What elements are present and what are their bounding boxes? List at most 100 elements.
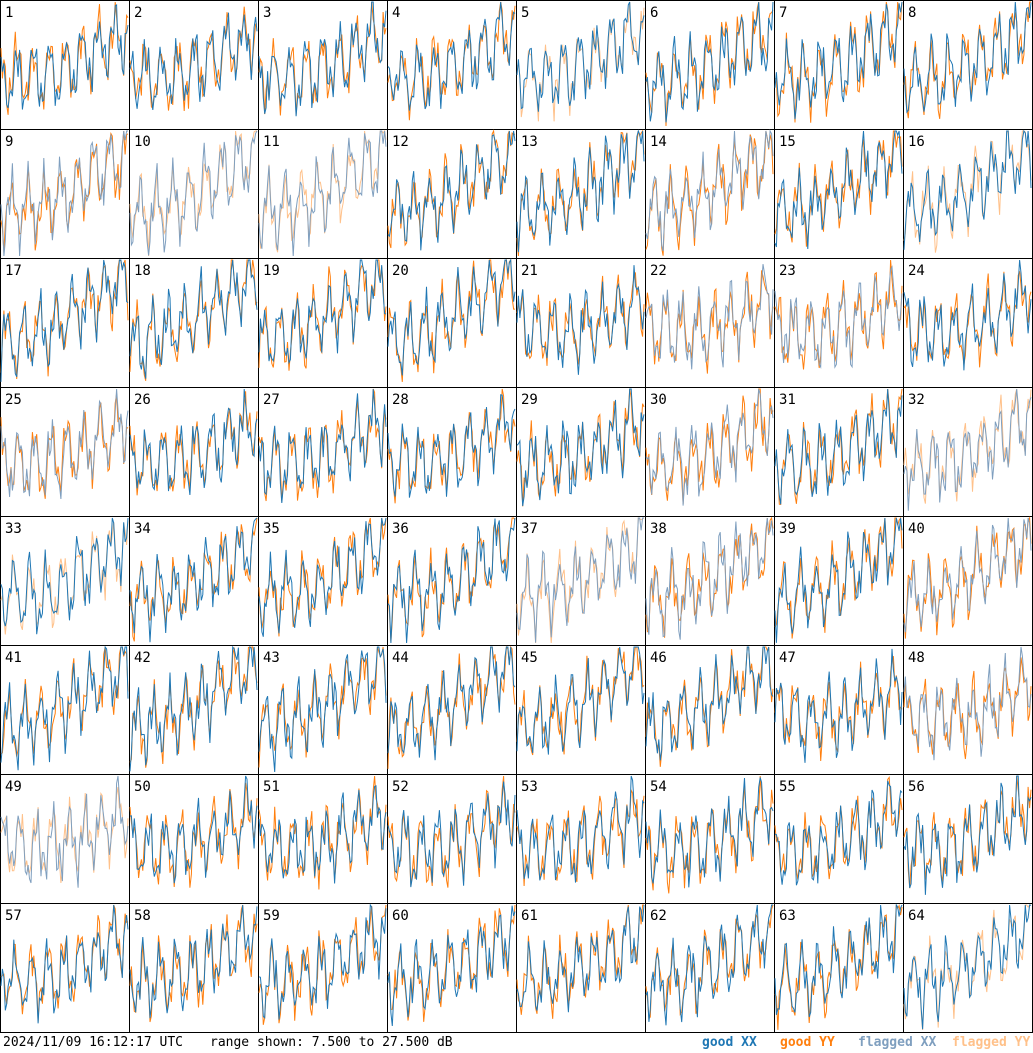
- trace-yy-31: [774, 388, 903, 505]
- panel-label: 33: [5, 521, 22, 537]
- trace-xx-22: [645, 264, 774, 370]
- trace-xx-3: [258, 1, 387, 117]
- trace-xx-38: [645, 517, 774, 640]
- panel-label: 49: [5, 779, 22, 795]
- panel-label: 42: [134, 650, 151, 666]
- panel-label: 29: [521, 392, 538, 408]
- panel-46: 46: [645, 645, 775, 775]
- panel-20: 20: [387, 258, 517, 388]
- panel-label: 45: [521, 650, 538, 666]
- trace-xx-58: [129, 904, 258, 1019]
- trace-xx-46: [645, 646, 774, 761]
- trace-xx-37: [516, 517, 644, 643]
- trace-yy-62: [645, 904, 774, 1020]
- panel-label: 8: [908, 5, 916, 21]
- trace-xx-36: [387, 517, 516, 644]
- trace-xx-32: [903, 388, 1032, 511]
- trace-xx-20: [387, 258, 516, 376]
- panel-45: 45: [516, 645, 646, 775]
- trace-yy-8: [903, 1, 1031, 119]
- trace-xx-55: [774, 780, 903, 886]
- panel-26: 26: [129, 387, 259, 517]
- panel-37: 37: [516, 516, 646, 646]
- trace-yy-16: [903, 129, 1032, 253]
- panel-frame: [258, 0, 388, 130]
- trace-xx-35: [258, 517, 387, 637]
- trace-xx-61: [516, 904, 645, 1013]
- panel-36: 36: [387, 516, 517, 646]
- trace-xx-8: [903, 1, 1032, 114]
- panel-label: 10: [134, 134, 151, 150]
- panel-label: 46: [650, 650, 667, 666]
- trace-xx-44: [387, 646, 516, 761]
- panel-label: 38: [650, 521, 667, 537]
- panel-label: 52: [392, 779, 409, 795]
- panel-25: 25: [0, 387, 130, 517]
- panel-label: 57: [5, 908, 22, 924]
- panel-frame: [0, 0, 130, 130]
- panel-label: 22: [650, 263, 667, 279]
- panel-label: 43: [263, 650, 280, 666]
- panel-label: 5: [521, 5, 529, 21]
- trace-xx-4: [387, 1, 516, 111]
- trace-xx-53: [516, 775, 645, 883]
- panel-label: 40: [908, 521, 925, 537]
- trace-yy-29: [516, 388, 645, 507]
- panel-28: 28: [387, 387, 517, 517]
- trace-xx-5: [516, 1, 645, 112]
- panel-54: 54: [645, 774, 775, 904]
- panel-8: 8: [903, 0, 1033, 130]
- panel-64: 64: [903, 903, 1033, 1033]
- panel-label: 53: [521, 779, 538, 795]
- trace-xx-42: [129, 645, 258, 772]
- trace-yy-60: [387, 904, 516, 1022]
- range-label: range shown: 7.500 to 27.500 dB: [210, 1035, 453, 1050]
- panel-label: 35: [263, 521, 280, 537]
- panel-41: 41: [0, 645, 130, 775]
- footer-bar: 2024/11/09 16:12:17 UTC range shown: 7.5…: [0, 1033, 1033, 1053]
- panel-39: 39: [774, 516, 904, 646]
- trace-xx-7: [774, 1, 903, 120]
- panel-label: 58: [134, 908, 151, 924]
- panel-10: 10: [129, 129, 259, 259]
- trace-xx-33: [0, 517, 129, 635]
- trace-xx-51: [258, 785, 387, 884]
- trace-xx-43: [258, 646, 387, 773]
- trace-yy-11: [258, 129, 387, 253]
- panel-23: 23: [774, 258, 904, 388]
- trace-xx-52: [387, 781, 516, 888]
- panel-47: 47: [774, 645, 904, 775]
- panel-24: 24: [903, 258, 1033, 388]
- panel-21: 21: [516, 258, 646, 388]
- panel-18: 18: [129, 258, 259, 388]
- panel-label: 17: [5, 263, 22, 279]
- panel-label: 32: [908, 392, 925, 408]
- panel-62: 62: [645, 903, 775, 1033]
- trace-yy-13: [516, 129, 645, 257]
- panel-30: 30: [645, 387, 775, 517]
- panel-label: 24: [908, 263, 925, 279]
- panel-27: 27: [258, 387, 388, 517]
- panel-label: 28: [392, 392, 409, 408]
- trace-xx-34: [129, 517, 258, 643]
- panel-31: 31: [774, 387, 904, 517]
- panel-58: 58: [129, 903, 259, 1033]
- trace-xx-1: [0, 3, 129, 110]
- panel-frame: [387, 0, 517, 130]
- trace-xx-48: [903, 646, 1032, 761]
- panel-label: 34: [134, 521, 151, 537]
- panel-49: 49: [0, 774, 130, 904]
- panel-52: 52: [387, 774, 517, 904]
- trace-xx-41: [0, 645, 129, 771]
- trace-xx-39: [774, 517, 903, 643]
- panel-12: 12: [387, 129, 517, 259]
- trace-yy-32: [903, 388, 1032, 504]
- trace-yy-49: [0, 787, 129, 884]
- legend-good-xx: good XX: [702, 1035, 757, 1050]
- panel-label: 60: [392, 908, 409, 924]
- panel-label: 14: [650, 134, 667, 150]
- panel-38: 38: [645, 516, 775, 646]
- panel-60: 60: [387, 903, 517, 1033]
- trace-xx-12: [387, 130, 516, 251]
- legend-flagged-yy: flagged YY: [952, 1035, 1031, 1050]
